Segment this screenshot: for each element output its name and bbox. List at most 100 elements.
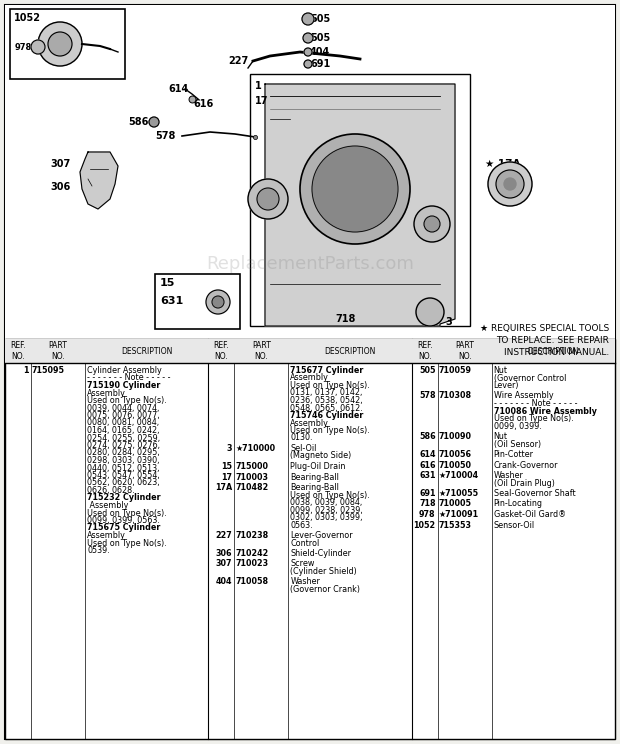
- Text: Bearing-Ball: Bearing-Ball: [290, 472, 339, 481]
- Text: 1: 1: [24, 366, 29, 375]
- Text: Used on Type No(s).: Used on Type No(s).: [290, 426, 370, 435]
- Text: ★710055: ★710055: [439, 489, 479, 498]
- Text: Washer: Washer: [494, 471, 523, 480]
- Text: 15: 15: [221, 462, 232, 471]
- Text: (Cylinder Shield): (Cylinder Shield): [290, 567, 357, 576]
- Text: Screw: Screw: [290, 559, 315, 568]
- Text: 1052: 1052: [414, 521, 436, 530]
- Text: 0130.: 0130.: [290, 434, 313, 443]
- Text: 0274, 0275, 0276,: 0274, 0275, 0276,: [87, 441, 160, 450]
- Text: 710056: 710056: [439, 450, 472, 459]
- Text: 505: 505: [310, 33, 330, 43]
- Text: 227: 227: [228, 56, 248, 66]
- Text: 710238: 710238: [236, 531, 268, 540]
- Text: 15: 15: [160, 278, 175, 288]
- Text: 710090: 710090: [439, 432, 472, 441]
- Text: Assembly: Assembly: [290, 373, 329, 382]
- Text: Used on Type No(s).: Used on Type No(s).: [87, 396, 167, 405]
- Text: ★ 17A: ★ 17A: [485, 159, 521, 169]
- Text: 0280, 0284, 0295,: 0280, 0284, 0295,: [87, 449, 160, 458]
- Text: 306: 306: [50, 182, 70, 192]
- Text: 0099, 0399, 0563.: 0099, 0399, 0563.: [87, 516, 160, 525]
- Text: Used on Type No(s).: Used on Type No(s).: [87, 508, 167, 518]
- Bar: [5, 339, 615, 739]
- Text: 715746 Cylinder: 715746 Cylinder: [290, 411, 364, 420]
- Text: 691: 691: [310, 59, 330, 69]
- Text: 3: 3: [445, 317, 452, 327]
- Circle shape: [312, 146, 398, 232]
- Circle shape: [414, 206, 450, 242]
- Text: ★ REQUIRES SPECIAL TOOLS
TO REPLACE. SEE REPAIR
INSTRUCTION MANUAL.: ★ REQUIRES SPECIAL TOOLS TO REPLACE. SEE…: [480, 324, 609, 356]
- Text: DESCRIPTION: DESCRIPTION: [121, 347, 172, 356]
- Circle shape: [303, 33, 313, 43]
- Text: 505: 505: [419, 366, 436, 375]
- Text: REF.
NO.: REF. NO.: [417, 341, 433, 361]
- Text: 0539.: 0539.: [87, 546, 110, 555]
- Text: 578: 578: [155, 131, 175, 141]
- Text: 718: 718: [335, 314, 355, 324]
- Text: Washer: Washer: [290, 577, 320, 586]
- Text: 0302, 0303, 0399,: 0302, 0303, 0399,: [290, 513, 363, 522]
- Text: Sel-Oil: Sel-Oil: [290, 444, 317, 453]
- Text: Lever): Lever): [494, 381, 519, 390]
- Polygon shape: [80, 152, 118, 209]
- Text: 1: 1: [255, 81, 262, 91]
- Text: - - - - - - - Note - - - - -: - - - - - - - Note - - - - -: [87, 373, 170, 382]
- Text: 718: 718: [419, 499, 436, 508]
- Text: 307: 307: [50, 159, 70, 169]
- Bar: [10, 9, 125, 79]
- Text: Assembly: Assembly: [290, 418, 329, 428]
- Text: 0038, 0039, 0084,: 0038, 0039, 0084,: [290, 498, 363, 507]
- Text: - - - - - - - Note - - - - -: - - - - - - - Note - - - - -: [494, 399, 577, 408]
- Circle shape: [424, 216, 440, 232]
- Text: 0548, 0565, 0612.: 0548, 0565, 0612.: [290, 403, 363, 412]
- Text: 0039, 0044, 0074,: 0039, 0044, 0074,: [87, 403, 159, 412]
- Text: 710003: 710003: [236, 472, 268, 481]
- Text: Used on Type No(s).: Used on Type No(s).: [87, 539, 167, 548]
- Text: Used on Type No(s).: Used on Type No(s).: [290, 381, 370, 390]
- Text: ★710000: ★710000: [236, 444, 275, 453]
- Text: 710005: 710005: [439, 499, 472, 508]
- Text: Assembly: Assembly: [87, 388, 126, 397]
- Text: 307: 307: [216, 559, 232, 568]
- Circle shape: [248, 179, 288, 219]
- Text: PART
NO.: PART NO.: [455, 341, 474, 361]
- Text: 616: 616: [419, 461, 436, 469]
- Text: (Oil Sensor): (Oil Sensor): [494, 440, 541, 449]
- Text: 17A: 17A: [215, 483, 232, 492]
- Text: 978: 978: [15, 42, 32, 51]
- Text: 614: 614: [168, 84, 188, 94]
- Text: 691: 691: [419, 489, 436, 498]
- Text: 586: 586: [419, 432, 436, 441]
- Text: 631: 631: [419, 471, 436, 480]
- Text: 0080, 0081, 0084,: 0080, 0081, 0084,: [87, 418, 159, 428]
- Text: 710308: 710308: [439, 391, 472, 400]
- Text: 505: 505: [310, 14, 330, 24]
- Text: Nut: Nut: [494, 432, 508, 441]
- Text: Assembly: Assembly: [87, 531, 126, 540]
- Text: Crank-Governor: Crank-Governor: [494, 461, 558, 469]
- Circle shape: [149, 117, 159, 127]
- Text: Lever-Governor: Lever-Governor: [290, 531, 353, 540]
- Text: 1052: 1052: [14, 13, 41, 23]
- Text: 306: 306: [216, 549, 232, 558]
- Circle shape: [302, 13, 314, 25]
- Circle shape: [488, 162, 532, 206]
- Text: 404: 404: [216, 577, 232, 586]
- Text: Gasket-Oil Gard®: Gasket-Oil Gard®: [494, 510, 566, 519]
- Text: 0543, 0547, 0554,: 0543, 0547, 0554,: [87, 471, 160, 480]
- Text: 710050: 710050: [439, 461, 472, 469]
- Text: 3: 3: [227, 444, 232, 453]
- Circle shape: [496, 170, 524, 198]
- Text: Bearing-Ball: Bearing-Ball: [290, 483, 339, 492]
- Text: (Governor Crank): (Governor Crank): [290, 585, 360, 594]
- Text: Assembly: Assembly: [87, 501, 128, 510]
- Text: (Oil Drain Plug): (Oil Drain Plug): [494, 478, 554, 487]
- Text: 227: 227: [216, 531, 232, 540]
- Text: 0075, 0076, 0077,: 0075, 0076, 0077,: [87, 411, 160, 420]
- Circle shape: [304, 60, 312, 68]
- Text: 715190 Cylinder: 715190 Cylinder: [87, 381, 161, 390]
- Text: (Magneto Side): (Magneto Side): [290, 452, 352, 461]
- Text: 616: 616: [193, 99, 213, 109]
- Text: PART
NO.: PART NO.: [48, 341, 68, 361]
